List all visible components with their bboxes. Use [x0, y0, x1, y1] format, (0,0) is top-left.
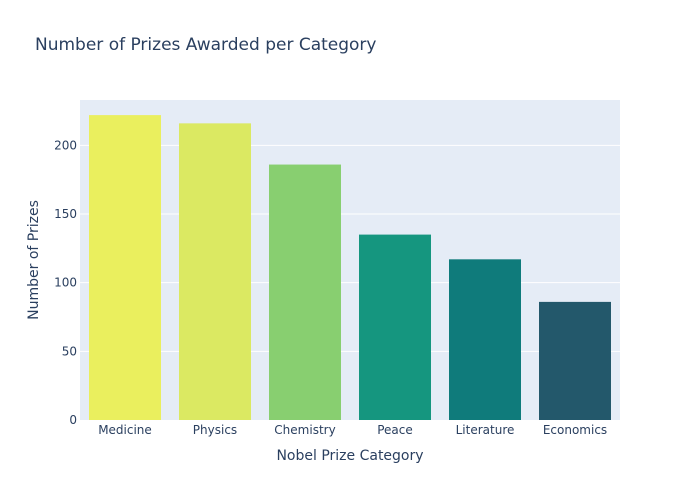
x-tick-label: Chemistry [274, 423, 335, 437]
x-tick-label: Literature [456, 423, 515, 437]
y-tick-label: 200 [54, 138, 77, 152]
x-tick-label: Medicine [98, 423, 152, 437]
bar-chemistry [269, 164, 341, 420]
y-tick-label: 150 [54, 207, 77, 221]
y-tick-label: 50 [62, 344, 77, 358]
y-axis-ticks: 0 50 100 150 200 [54, 138, 77, 427]
bar-medicine [89, 115, 161, 420]
plot-area [80, 100, 620, 420]
x-axis-ticks: Medicine Physics Chemistry Peace Literature E… [98, 423, 607, 437]
bars [89, 115, 611, 420]
y-axis-title: Number of Prizes [26, 200, 42, 320]
bar-physics [179, 123, 251, 420]
x-tick-label: Physics [193, 423, 237, 437]
bar-economics [539, 301, 611, 420]
x-tick-label: Peace [377, 423, 413, 437]
y-tick-label: 0 [69, 413, 77, 427]
chart-title: Number of Prizes Awarded per Category [35, 35, 377, 55]
x-axis-title: Nobel Prize Category [276, 448, 423, 464]
x-tick-label: Economics [543, 423, 607, 437]
gridlines [80, 144, 620, 352]
bar-literature [449, 259, 521, 420]
bar-peace [359, 234, 431, 420]
y-tick-label: 100 [54, 276, 77, 290]
